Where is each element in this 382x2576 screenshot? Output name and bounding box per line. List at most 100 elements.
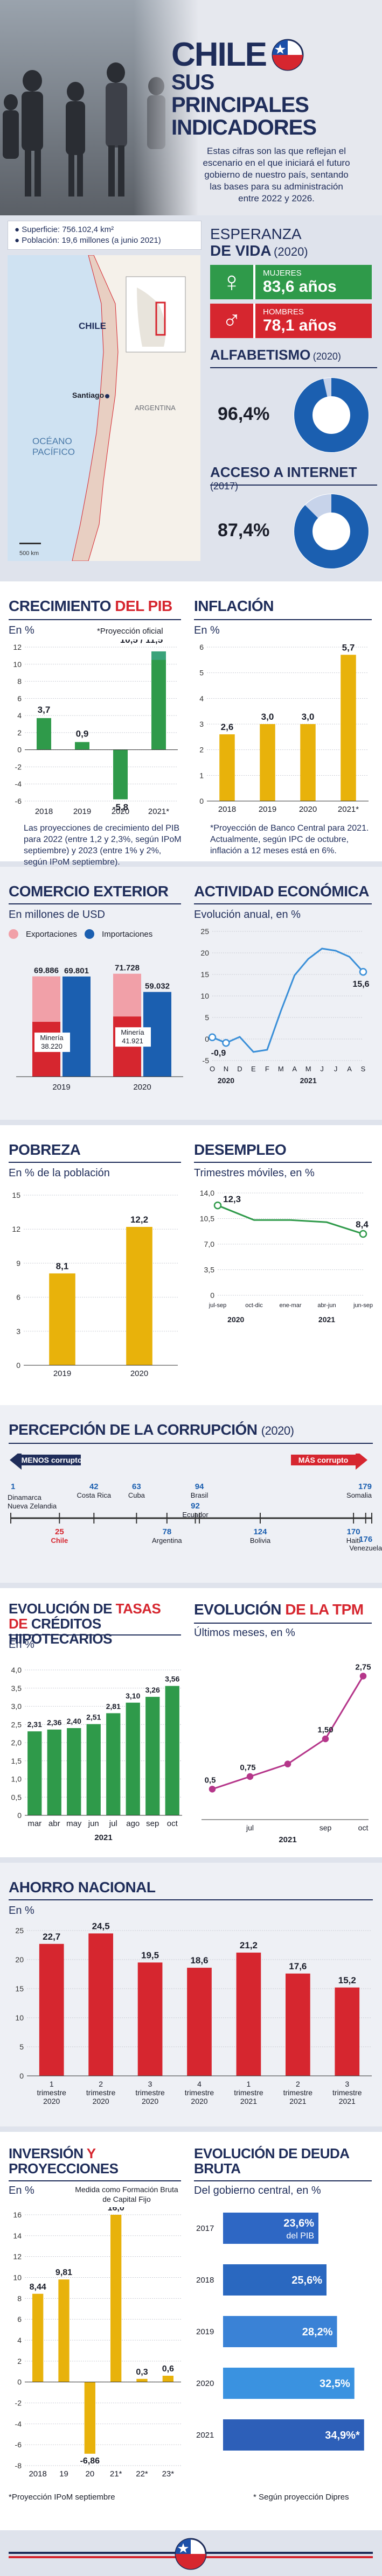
data-label: 2,36 — [47, 1718, 61, 1727]
x-tick-label: E — [251, 1065, 256, 1073]
x-tick-label: 4 — [197, 2080, 202, 2088]
data-label: 22,7 — [43, 1932, 60, 1942]
country-facts: ● Superficie: 756.102,4 km² ● Población:… — [0, 215, 382, 575]
section-corrupcion: PERCEPCIÓN DE LA CORRUPCIÓN (2020) MENOS… — [0, 1405, 382, 1583]
data-label-suffix: del PIB — [286, 2231, 314, 2241]
bar-1 — [223, 2264, 327, 2296]
desempleo-title: DESEMPLEO — [194, 1141, 287, 1158]
data-label: 0,9 — [76, 728, 89, 739]
arrow-more-label: MÁS corrupto — [298, 1456, 349, 1464]
data-point — [246, 1773, 254, 1780]
country-label: Argentina — [152, 1536, 182, 1545]
x-group-label: 2021 — [94, 1833, 112, 1842]
x-tick-label: 1 — [50, 2080, 54, 2088]
map-label-chile: CHILE — [79, 321, 106, 331]
x-tick-label: jun — [88, 1819, 99, 1828]
data-label: 2,81 — [106, 1702, 121, 1710]
x-tick-label: 2019 — [53, 1369, 71, 1378]
y-tick-label: 6 — [16, 1293, 20, 1302]
y-tick-label: 0 — [16, 1361, 20, 1370]
x-tick-label: N — [224, 1065, 228, 1073]
literacy-title: ALFABETISMO (2020) — [210, 347, 341, 363]
x-tick-label: 19 — [59, 2469, 68, 2479]
actividad-title: ACTIVIDAD ECONÓMICA — [194, 883, 369, 900]
data-label: 19,5 — [141, 1950, 159, 1960]
bar-5 — [126, 1702, 140, 1815]
data-label: 3,7 — [38, 705, 51, 715]
data-label: 15,6 — [352, 980, 369, 989]
x-tick-label: 2020 — [130, 1369, 148, 1378]
bar-7 — [165, 1686, 179, 1815]
y-tick-label: 20 — [15, 1955, 24, 1964]
female-icon: ♀ — [221, 266, 242, 298]
import-bar — [62, 976, 91, 1077]
bar-5 — [162, 2376, 173, 2382]
bar-2 — [113, 749, 128, 799]
y-tick-label: -2 — [15, 762, 22, 771]
subtitle-indicators: SUS PRINCIPALES INDICADORES — [171, 71, 317, 139]
y-tick-label: 4 — [17, 2336, 22, 2345]
bar-0 — [37, 718, 51, 750]
x-tick-label: O — [210, 1065, 215, 1073]
bar-3 — [86, 1724, 101, 1815]
surface-fact: ● Superficie: 756.102,4 km² — [15, 225, 114, 234]
x-tick-label: 2020 — [299, 805, 317, 814]
x-tick-label: jul — [109, 1819, 117, 1828]
y-tick-label: 12 — [12, 1225, 20, 1233]
bar-0 — [32, 2293, 44, 2382]
x-tick-label: jul — [246, 1823, 254, 1832]
footer-chile-flag-icon — [175, 2538, 207, 2570]
tpm-chart: 0,5 0,75 1,50 2,75 jul sep oct 2021 — [202, 1662, 371, 1844]
series-line — [217, 1204, 364, 1235]
x-tick-label: A — [347, 1065, 352, 1073]
y-tick-label: 0 — [17, 1811, 22, 1820]
header: CHILE SUS PRINCIPALES INDICADORES Estas … — [0, 0, 382, 215]
y-tick-label: 1 — [199, 771, 204, 780]
bar-4 — [236, 1953, 261, 2076]
inversion-title: INVERSIÓN Y PROYECCIONES — [9, 2145, 119, 2177]
x-group-label: 2020 — [218, 1076, 234, 1085]
x-tick-label: J — [334, 1065, 338, 1073]
y-tick-label: 3,5 — [11, 1684, 22, 1693]
x-tick-label: trimestre — [135, 2088, 165, 2097]
data-label: 34,9%* — [325, 2430, 360, 2441]
map-label-santiago: Santiago — [72, 391, 105, 399]
x-tick-label: oct — [358, 1823, 369, 1832]
pib-unit: En % — [9, 624, 34, 636]
x-tick-label: 23* — [162, 2469, 175, 2479]
x-group-label: 2021 — [300, 1076, 317, 1085]
x-group-label: 2021 — [318, 1315, 335, 1324]
women-box: ♀ MUJERES 83,6 años — [210, 265, 372, 299]
data-point — [213, 1201, 222, 1210]
y-tick-label: -4 — [15, 780, 22, 788]
country-label: Dinamarca — [8, 1493, 42, 1501]
x-tick-label: 2020 — [43, 2097, 60, 2105]
data-label: 8,1 — [56, 1261, 69, 1271]
map-scale: 500 km — [19, 550, 39, 557]
data-point — [208, 1033, 217, 1042]
section-pib-inflacion: CRECIMIENTO DEL PIB En % *Proyección ofi… — [0, 581, 382, 867]
bar-0 — [39, 1943, 64, 2076]
y-tick-label: 10 — [15, 2013, 24, 2022]
data-label: 5,7 — [342, 642, 355, 652]
y-tick-label: -5 — [203, 1056, 210, 1065]
x-tick-label: M — [305, 1065, 311, 1073]
rank-label: 92 — [191, 1501, 200, 1511]
rank-label: 63 — [132, 1482, 141, 1491]
bar-1 — [58, 2279, 70, 2382]
y-tick-label: 1,0 — [11, 1775, 22, 1784]
y-tick-label: 15 — [200, 970, 209, 979]
pib-legend: *Proyección oficial — [97, 627, 163, 636]
y-tick-label: -2 — [15, 2399, 22, 2407]
data-label: 3,10 — [126, 1691, 140, 1700]
y-tick-label: 15 — [15, 1984, 24, 1993]
y-tick-label: 2020 — [196, 2379, 214, 2388]
literacy-donut — [294, 377, 369, 453]
x-tick-label: D — [237, 1065, 242, 1073]
y-tick-label: 5 — [19, 2042, 24, 2051]
internet-donut — [294, 494, 369, 569]
tpm-unit: Últimos meses, en % — [194, 1627, 295, 1639]
hipotecas-chart: 0 0,5 1,0 1,5 2,0 2,5 3,0 3,5 4,0 2,31 mar 2,36 abr 2… — [11, 1666, 182, 1842]
x-tick-label: 1 — [247, 2080, 251, 2088]
